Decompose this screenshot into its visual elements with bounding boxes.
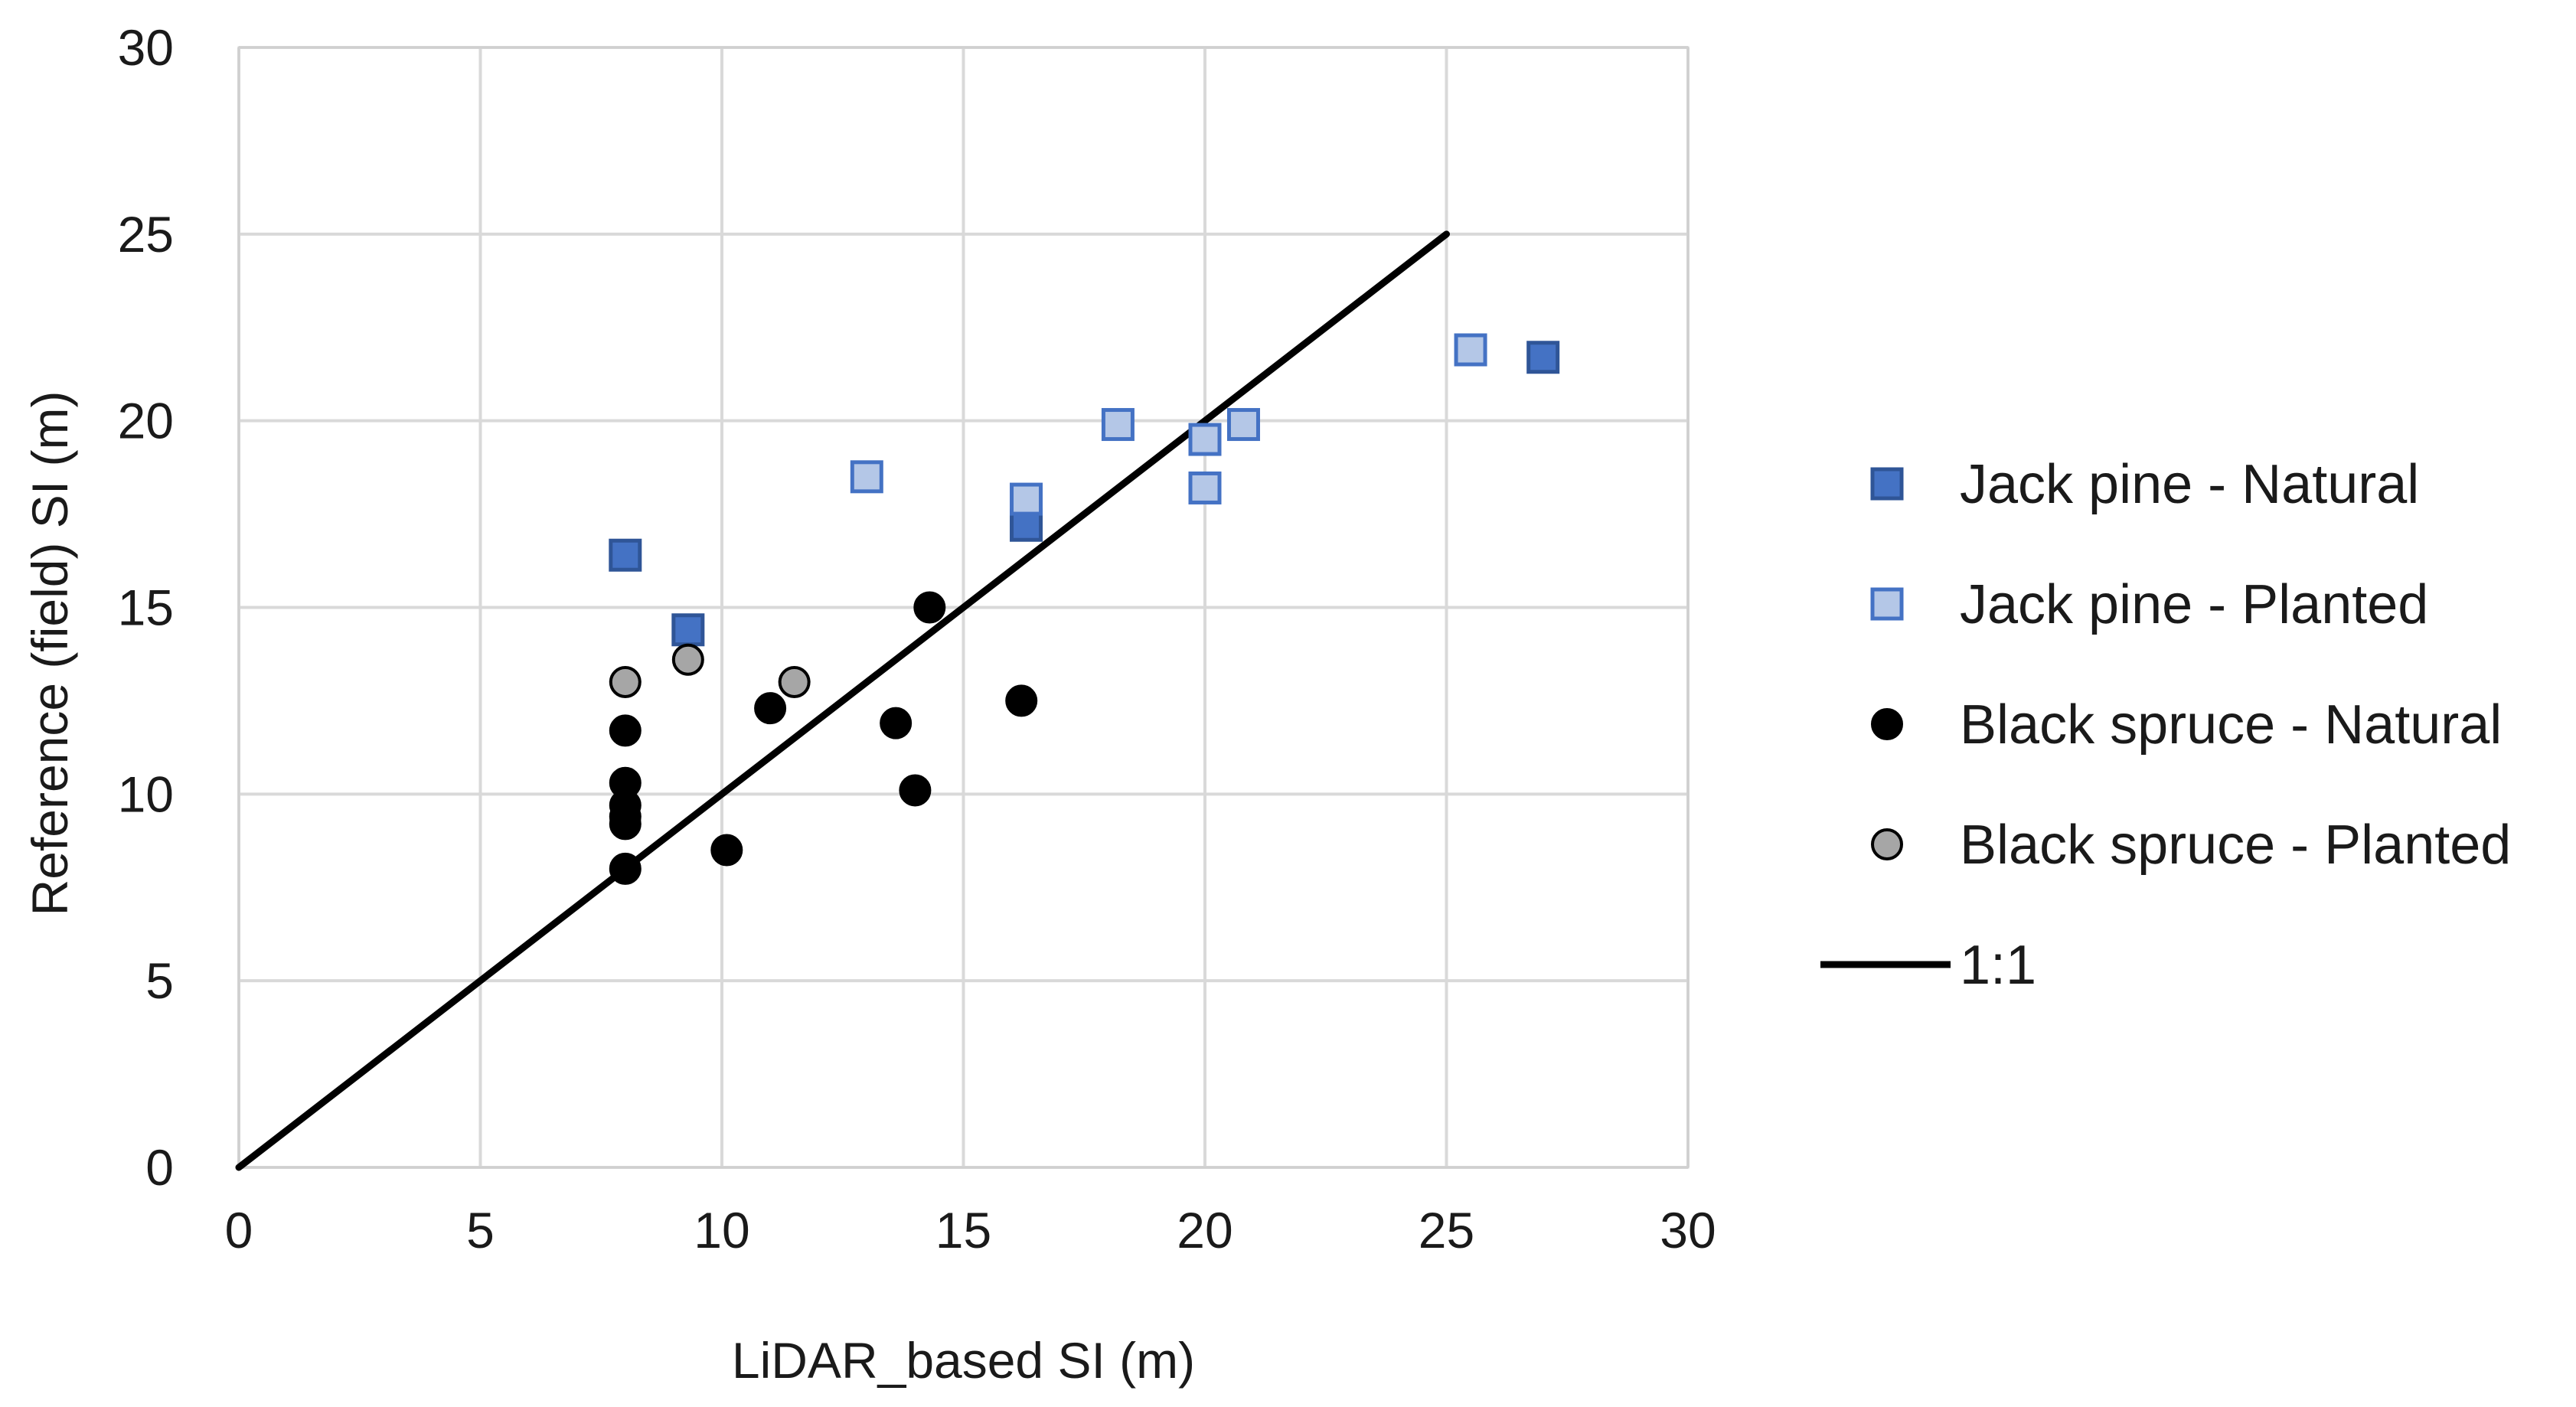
x-tick-label: 0 <box>225 1202 253 1258</box>
plot-frame <box>237 46 1690 1169</box>
legend-label-black-spruce-planted: Black spruce - Planted <box>1960 814 2511 876</box>
legend-label-black-spruce-natural: Black spruce - Natural <box>1960 694 2502 756</box>
point-black-spruce-planted <box>609 666 642 699</box>
point-black-spruce-natural <box>754 692 787 725</box>
legend: Jack pine - Natural Jack pine - Planted Bl… <box>1820 454 2511 996</box>
point-black-spruce-natural <box>609 808 642 841</box>
x-tick-label: 25 <box>1419 1202 1474 1258</box>
legend-symbol-jack-pine-planted <box>1870 587 1904 621</box>
one-to-one-line <box>235 230 1450 1171</box>
point-black-spruce-natural <box>1005 684 1038 717</box>
x-tick-label: 10 <box>694 1202 749 1258</box>
y-tick-label: 0 <box>145 1139 174 1196</box>
y-tick-label: 10 <box>118 766 174 822</box>
y-axis-title: Reference (field) SI (m) <box>21 391 78 916</box>
point-jack-pine-natural <box>1526 341 1560 374</box>
x-axis-title: LiDAR_based SI (m) <box>732 1332 1195 1389</box>
legend-symbol-jack-pine-natural <box>1870 467 1904 501</box>
point-jack-pine-planted <box>1226 408 1260 442</box>
legend-label-jack-pine-planted: Jack pine - Planted <box>1960 574 2428 635</box>
point-black-spruce-natural <box>609 714 642 747</box>
x-tick-label: 5 <box>466 1202 495 1258</box>
point-jack-pine-planted <box>1188 471 1222 504</box>
x-tick-label: 20 <box>1177 1202 1232 1258</box>
y-tick-label: 30 <box>118 19 174 76</box>
x-tick-label: 30 <box>1660 1202 1716 1258</box>
legend-symbol-black-spruce-natural <box>1871 708 1903 740</box>
point-jack-pine-planted <box>1454 333 1487 367</box>
point-jack-pine-planted <box>1010 482 1043 516</box>
data-series <box>235 230 1560 1171</box>
point-jack-pine-natural <box>609 538 642 572</box>
point-black-spruce-planted <box>671 643 704 676</box>
point-black-spruce-natural <box>609 852 642 885</box>
point-jack-pine-planted <box>1101 408 1135 442</box>
x-tick-label: 15 <box>935 1202 991 1258</box>
point-black-spruce-natural <box>913 591 946 624</box>
point-jack-pine-natural <box>671 613 705 647</box>
point-jack-pine-planted <box>1188 423 1222 456</box>
legend-symbol-black-spruce-planted <box>1871 828 1903 860</box>
point-black-spruce-planted <box>778 666 811 699</box>
y-tick-label: 5 <box>145 952 174 1009</box>
point-black-spruce-natural <box>899 774 932 807</box>
point-jack-pine-planted <box>850 460 883 494</box>
y-tick-label: 20 <box>118 393 174 449</box>
y-tick-label: 25 <box>118 206 174 263</box>
legend-label-1-1: 1:1 <box>1960 935 2036 996</box>
tick-labels: 0 5 10 15 20 25 30 0 5 10 15 20 25 30 <box>118 19 1716 1258</box>
y-tick-label: 15 <box>118 579 174 636</box>
point-black-spruce-natural <box>710 834 743 867</box>
legend-label-jack-pine-natural: Jack pine - Natural <box>1960 454 2419 515</box>
point-black-spruce-natural <box>880 707 913 739</box>
